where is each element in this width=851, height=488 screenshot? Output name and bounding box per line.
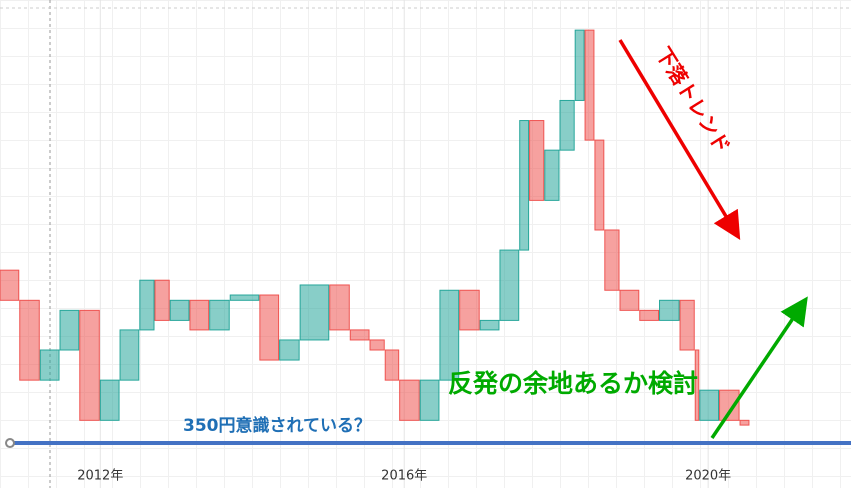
annotation: 下落トレンド bbox=[651, 43, 735, 157]
candle bbox=[279, 339, 300, 361]
candle bbox=[594, 139, 605, 231]
candle bbox=[384, 349, 400, 381]
candle bbox=[119, 329, 140, 381]
candle bbox=[329, 284, 350, 331]
candle bbox=[399, 379, 420, 421]
candle bbox=[544, 149, 560, 201]
candle bbox=[694, 349, 700, 421]
candle bbox=[39, 349, 60, 381]
candle bbox=[739, 419, 750, 426]
candle bbox=[0, 269, 20, 301]
candle bbox=[659, 299, 680, 321]
candle bbox=[699, 389, 720, 421]
candle bbox=[369, 339, 385, 351]
candle bbox=[519, 120, 530, 251]
candle bbox=[604, 229, 620, 291]
down-arrow bbox=[618, 39, 741, 240]
candle bbox=[619, 289, 640, 311]
candle bbox=[419, 379, 440, 421]
candle bbox=[189, 299, 210, 331]
candle bbox=[209, 299, 230, 331]
support-label: 350円意識されている？ bbox=[183, 415, 371, 436]
x-tick-label: 2016年 bbox=[381, 469, 427, 484]
up-arrow bbox=[710, 296, 808, 439]
candle bbox=[349, 329, 370, 341]
candle bbox=[439, 289, 460, 381]
line-handle bbox=[5, 438, 15, 449]
candle bbox=[499, 249, 520, 321]
candle bbox=[299, 284, 330, 341]
x-tick-label: 2012年 bbox=[77, 469, 123, 484]
candle bbox=[259, 294, 280, 361]
candle bbox=[229, 294, 260, 301]
candle bbox=[154, 279, 170, 321]
candle bbox=[559, 99, 575, 151]
candle bbox=[139, 279, 155, 331]
candle bbox=[679, 299, 695, 351]
candle bbox=[99, 379, 120, 421]
candle bbox=[479, 319, 500, 331]
candle bbox=[584, 29, 595, 141]
candle bbox=[459, 289, 480, 331]
candle bbox=[529, 120, 545, 201]
candle bbox=[574, 29, 585, 101]
x-tick-label: 2020年 bbox=[685, 469, 731, 484]
candle bbox=[59, 309, 80, 351]
candle bbox=[19, 299, 40, 381]
annotation: 反発の余地あるか検討 bbox=[448, 369, 698, 398]
candle bbox=[719, 389, 740, 421]
candle bbox=[79, 309, 100, 421]
candle bbox=[169, 299, 190, 321]
candle bbox=[639, 309, 660, 321]
